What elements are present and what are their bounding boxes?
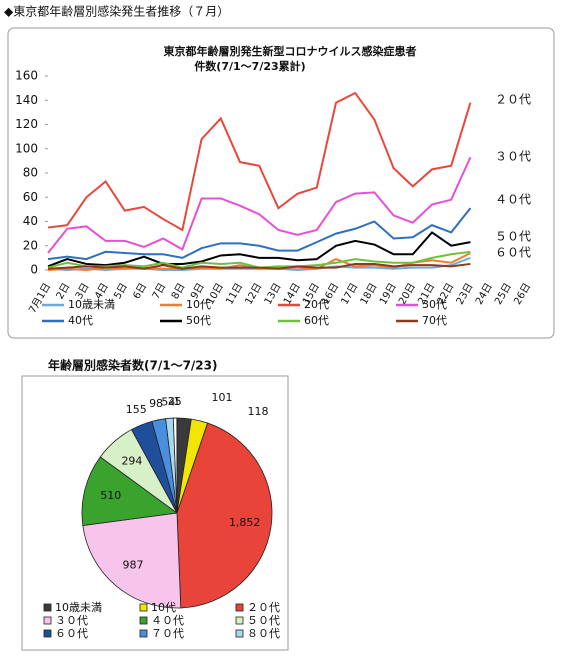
legend-swatch xyxy=(236,617,243,624)
annotation: ５０代 xyxy=(495,230,531,244)
legend-swatch xyxy=(236,630,243,637)
data-label: 155 xyxy=(126,403,147,416)
legend-label: ５０代 xyxy=(247,614,280,627)
y-tick-label: 60 xyxy=(23,190,38,204)
data-label: 987 xyxy=(122,558,143,571)
y-tick-label: 100 xyxy=(15,141,38,155)
legend-label: 30代 xyxy=(422,298,447,311)
annotation: ２０代 xyxy=(495,93,531,107)
y-tick-label: 0 xyxy=(30,263,38,277)
legend-label: 40代 xyxy=(68,314,93,327)
y-tick-label: 20 xyxy=(23,238,38,252)
chart-subtitle: 件数(7/1～7/23累計) xyxy=(194,59,305,73)
legend-swatch xyxy=(44,617,51,624)
data-label: 294 xyxy=(121,455,142,468)
data-label: 1,852 xyxy=(229,516,261,529)
legend-label: 50代 xyxy=(186,314,211,327)
legend-label: ６０代 xyxy=(55,627,88,640)
y-tick-label: 160 xyxy=(15,69,38,83)
data-label: 118 xyxy=(248,405,269,418)
legend-swatch xyxy=(44,630,51,637)
data-label: 1 xyxy=(173,395,180,408)
legend-label: ２０代 xyxy=(247,601,280,614)
data-label: 101 xyxy=(212,391,233,404)
annotation: ３０代 xyxy=(495,150,531,164)
legend-swatch xyxy=(140,630,147,637)
legend-swatch xyxy=(44,604,51,611)
legend-label: ３０代 xyxy=(55,614,88,627)
legend-label: 10代 xyxy=(186,298,211,311)
y-tick-label: 120 xyxy=(15,117,38,131)
legend-label: ８０代 xyxy=(247,627,280,640)
legend-swatch xyxy=(140,617,147,624)
chart-title: 東京都年齢層別発生新型コロナウイルス感染症患者 xyxy=(164,44,417,58)
legend-label: 60代 xyxy=(304,314,329,327)
annotation: ４０代 xyxy=(495,193,531,207)
y-tick-label: 80 xyxy=(23,166,38,180)
legend-label: 70代 xyxy=(422,314,447,327)
page-header: ◆東京都年齢層別感染発生者推移（７月） xyxy=(4,4,229,19)
legend-label: ４０代 xyxy=(151,614,184,627)
y-tick-label: 40 xyxy=(23,214,38,228)
legend-label: 20代 xyxy=(304,298,329,311)
data-label: 510 xyxy=(100,489,121,502)
legend-label: ７０代 xyxy=(151,627,184,640)
legend-label: 10歳未満 xyxy=(68,298,115,311)
y-tick-label: 140 xyxy=(15,93,38,107)
annotation: ６０代 xyxy=(495,246,531,260)
legend-label: 10歳未満 xyxy=(55,601,102,614)
legend-swatch xyxy=(140,604,147,611)
legend-label: 10代 xyxy=(151,601,176,614)
legend-swatch xyxy=(236,604,243,611)
chart-title: 年齢層別感染者数(7/1～7/23) xyxy=(48,358,217,373)
